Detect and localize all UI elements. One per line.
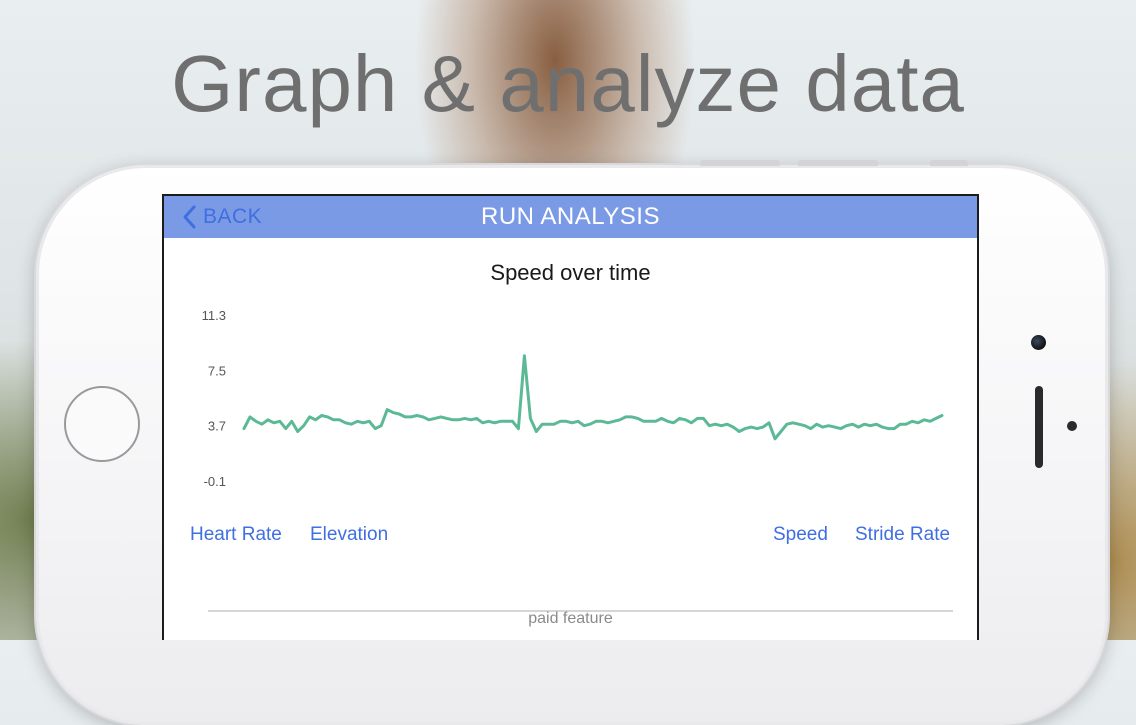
metric-stride-rate-button[interactable]: Stride Rate [855,524,951,545]
metric-heart-rate-button[interactable]: Heart Rate [190,524,282,545]
back-label: BACK [203,205,263,228]
power-button [930,160,968,166]
volume-up-button [700,160,780,166]
paid-feature-note: paid feature [528,610,613,627]
navigation-bar: BACK RUN ANALYSIS [164,196,977,238]
metric-elevation-button[interactable]: Elevation [310,524,389,545]
chart-title: Speed over time [490,260,651,285]
y-tick-label: 3.7 [208,419,226,434]
speed-chart: 11.3 7.5 3.7 -0.1 [202,308,944,489]
home-button[interactable] [64,386,140,462]
divider [208,610,953,612]
headline: Graph & analyze data [171,39,965,128]
volume-down-button [798,160,878,166]
metric-speed-button[interactable]: Speed [773,524,828,545]
y-tick-label: 7.5 [208,363,226,378]
proximity-sensor [1067,421,1077,431]
back-button[interactable]: BACK [180,204,262,230]
earpiece-speaker [1035,386,1043,468]
nav-title: RUN ANALYSIS [481,203,660,230]
front-camera [1031,335,1046,350]
chevron-left-icon [183,205,196,229]
y-tick-label: -0.1 [204,474,226,489]
y-tick-label: 11.3 [202,308,226,323]
phone-screen: BACK RUN ANALYSIS Speed over time 11.3 7.… [162,194,979,640]
speed-series-line [242,354,944,441]
